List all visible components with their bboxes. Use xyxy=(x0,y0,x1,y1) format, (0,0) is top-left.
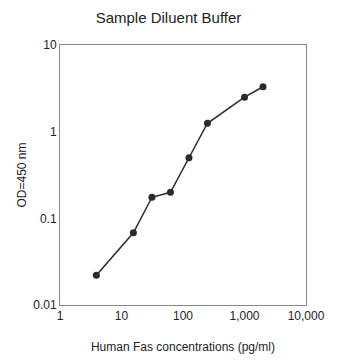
svg-text:0.01: 0.01 xyxy=(33,298,57,312)
svg-text:OD=450 nm: OD=450 nm xyxy=(15,142,29,207)
svg-text:Human Fas concentrations (pg/m: Human Fas concentrations (pg/ml) xyxy=(91,340,275,354)
svg-text:10: 10 xyxy=(115,309,129,323)
svg-text:1: 1 xyxy=(57,309,64,323)
svg-text:10: 10 xyxy=(43,38,57,52)
svg-text:1,000: 1,000 xyxy=(229,309,259,323)
svg-text:1: 1 xyxy=(50,125,57,139)
svg-text:10,000: 10,000 xyxy=(288,309,325,323)
svg-text:Sample Diluent Buffer: Sample Diluent Buffer xyxy=(96,9,242,26)
svg-text:0.1: 0.1 xyxy=(40,212,57,226)
svg-text:100: 100 xyxy=(173,309,193,323)
